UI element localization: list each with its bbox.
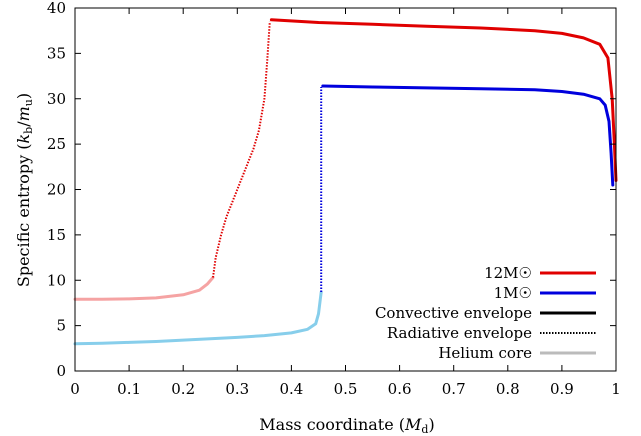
legend-label: Convective envelope (375, 304, 532, 322)
x-tick-label: 0.2 (171, 380, 195, 398)
x-tick-label: 0.4 (279, 380, 303, 398)
axis-ticks: 0 0.1 0.2 0.3 0.4 0.5 0.6 0.7 0.8 0.9 105101520253… (47, 0, 621, 398)
y-tick-label: 15 (47, 226, 66, 244)
x-tick-label: 0.5 (334, 380, 358, 398)
curves (73, 18, 618, 346)
legend-label: Helium core (438, 344, 532, 362)
x-tick-label: 0.9 (550, 380, 574, 398)
y-tick-label: 25 (47, 135, 66, 153)
y-tick-label: 5 (56, 317, 66, 335)
x-tick-label: 0.8 (496, 380, 520, 398)
y-tick-label: 40 (47, 0, 66, 17)
y-axis-label: Specific entropy (kb/mu) (14, 93, 35, 287)
x-tick-label: 0.6 (388, 380, 412, 398)
legend-label: 12M☉ (484, 264, 532, 282)
x-tick-label: 1 (611, 380, 621, 398)
series-1-helium-core-line (73, 290, 323, 346)
series-0-radiative-envelope-line (212, 21, 271, 278)
series-0-helium-core-line (73, 276, 215, 301)
y-tick-label: 0 (56, 362, 66, 380)
x-axis-label: Mass coordinate (Md) (259, 415, 434, 436)
legend-label: Radiative envelope (387, 324, 532, 342)
legend: 12M☉ 1M☉ Convective envelope Radiative enve… (375, 264, 596, 362)
series-1-convective-envelope-line (321, 84, 615, 187)
series-0-convective-envelope-line (269, 18, 618, 182)
x-tick-label: 0 (70, 380, 80, 398)
y-tick-label: 30 (47, 90, 66, 108)
x-tick-label: 0.1 (117, 380, 141, 398)
plot-frame (74, 7, 617, 372)
x-tick-label: 0.3 (225, 380, 249, 398)
x-tick-label: 0.7 (442, 380, 466, 398)
y-tick-label: 10 (47, 271, 66, 289)
y-tick-label: 35 (47, 44, 66, 62)
legend-label: 1M☉ (494, 284, 532, 302)
y-tick-label: 20 (47, 181, 66, 199)
